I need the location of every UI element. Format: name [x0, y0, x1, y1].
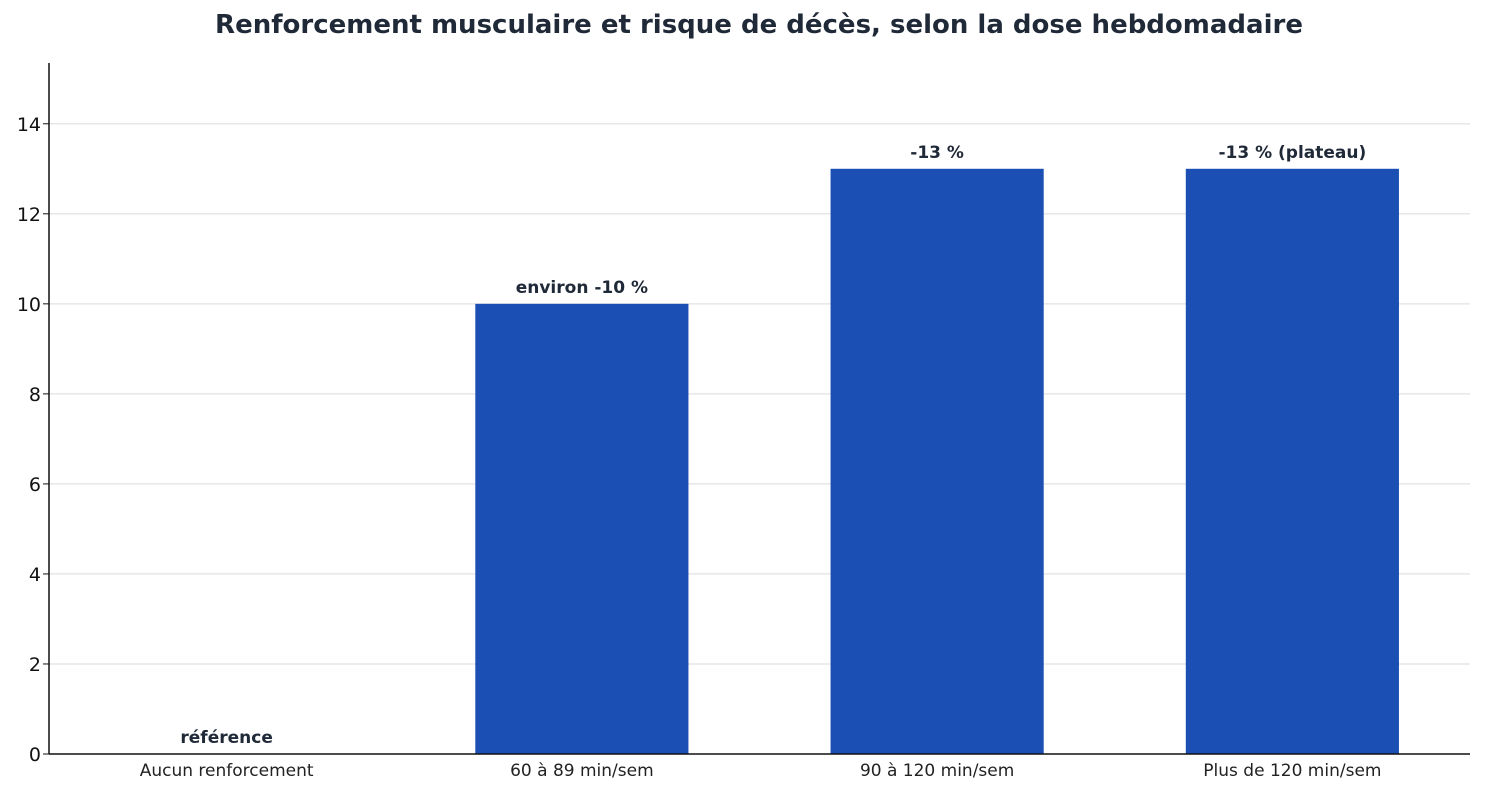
axes [43, 63, 1470, 755]
bar [475, 303, 689, 754]
bar [830, 168, 1044, 754]
x-category-labels: Aucun renforcement 60 à 89 min/sem 90 à 12… [140, 761, 1382, 781]
y-tick-label: 4 [29, 564, 41, 586]
y-tick-labels: 0 2 4 6 8 10 12 14 [17, 114, 41, 766]
y-tick-label: 14 [17, 114, 41, 136]
bar-data-label: -13 % [910, 143, 964, 163]
x-category-label: 60 à 89 min/sem [510, 761, 654, 781]
bars [475, 168, 1399, 754]
bar-data-label: référence [180, 728, 272, 748]
y-tick-label: 10 [17, 294, 41, 316]
data-labels: référence environ -10 % -13 % -13 % (platea… [180, 143, 1366, 748]
bar-data-label: -13 % (plateau) [1218, 143, 1366, 163]
bar [1185, 168, 1399, 754]
y-tick-label: 0 [29, 744, 41, 766]
y-tick-label: 2 [29, 654, 41, 676]
y-tick-label: 8 [29, 384, 41, 406]
bar-data-label: environ -10 % [516, 278, 648, 298]
y-tick-label: 12 [17, 204, 41, 226]
x-category-label: Aucun renforcement [140, 761, 314, 781]
chart-title: Renforcement musculaire et risque de déc… [215, 10, 1303, 40]
x-category-label: 90 à 120 min/sem [860, 761, 1014, 781]
x-category-label: Plus de 120 min/sem [1203, 761, 1381, 781]
y-tick-label: 6 [29, 474, 41, 496]
